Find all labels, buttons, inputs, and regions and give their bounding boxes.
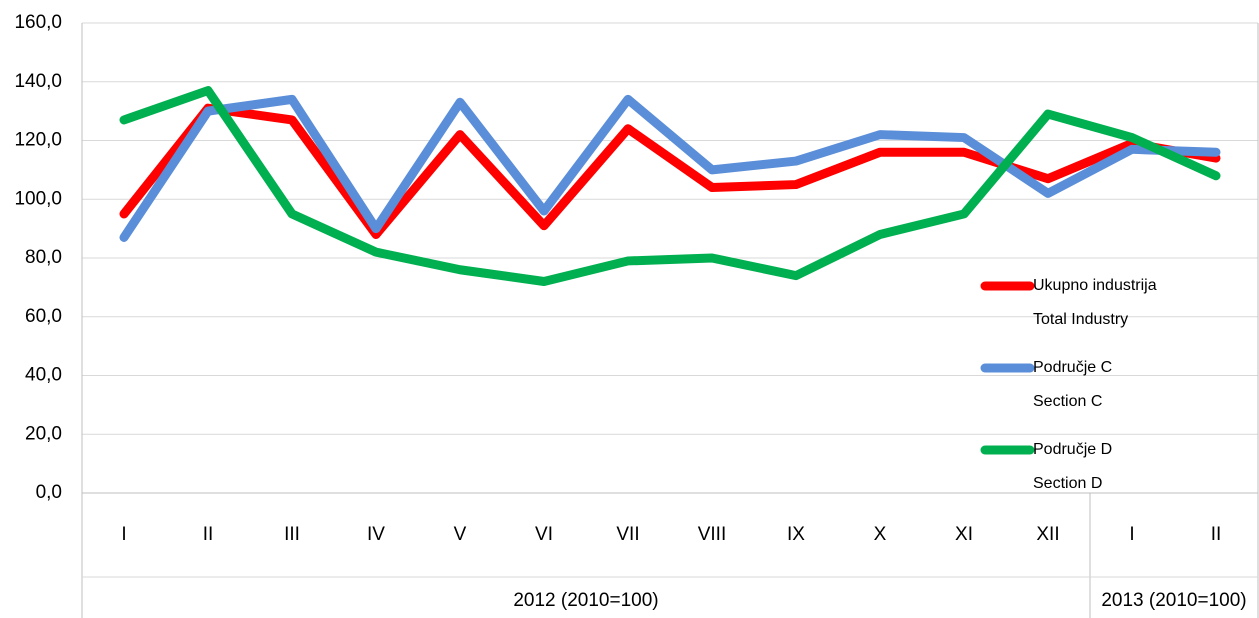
legend-label: Section C [1033,393,1102,410]
x-tick-label: IV [367,524,385,545]
x-tick-label: XI [955,524,973,545]
x-tick-label: X [874,524,887,545]
y-tick-label: 120,0 [14,130,62,151]
x-tick-label: III [284,524,300,545]
y-tick-label: 80,0 [25,247,62,268]
x-tick-label: II [203,524,214,545]
x-tick-label: VI [535,524,553,545]
y-tick-label: 160,0 [14,12,62,33]
y-tick-label: 40,0 [25,365,62,386]
legend-label: Područje D [1033,441,1112,458]
series-line [119,94,1221,242]
x-tick-label: VIII [698,524,727,545]
x-group-label: 2012 (2010=100) [513,590,658,611]
x-tick-label: II [1211,524,1222,545]
x-tick-label: VII [616,524,639,545]
series-line [119,86,1221,286]
legend: Ukupno industrija Total Industry Područje … [980,277,1157,492]
x-tick-label: XII [1036,524,1059,545]
y-tick-label: 140,0 [14,71,62,92]
legend-label: Područje C [1033,359,1112,376]
y-tick-label: 60,0 [25,306,62,327]
x-tick-label: I [121,524,126,545]
legend-label: Total Industry [1033,311,1128,328]
x-group-label: 2013 (2010=100) [1101,590,1246,611]
x-tick-label: V [454,524,467,545]
x-tick-label: I [1129,524,1134,545]
x-tick-label: IX [787,524,805,545]
legend-label: Ukupno industrija [1033,277,1157,294]
legend-label: Section D [1033,475,1102,492]
series-line [119,103,1221,239]
y-tick-label: 20,0 [25,423,62,444]
y-tick-label: 100,0 [14,188,62,209]
y-tick-label: 0,0 [36,482,62,503]
